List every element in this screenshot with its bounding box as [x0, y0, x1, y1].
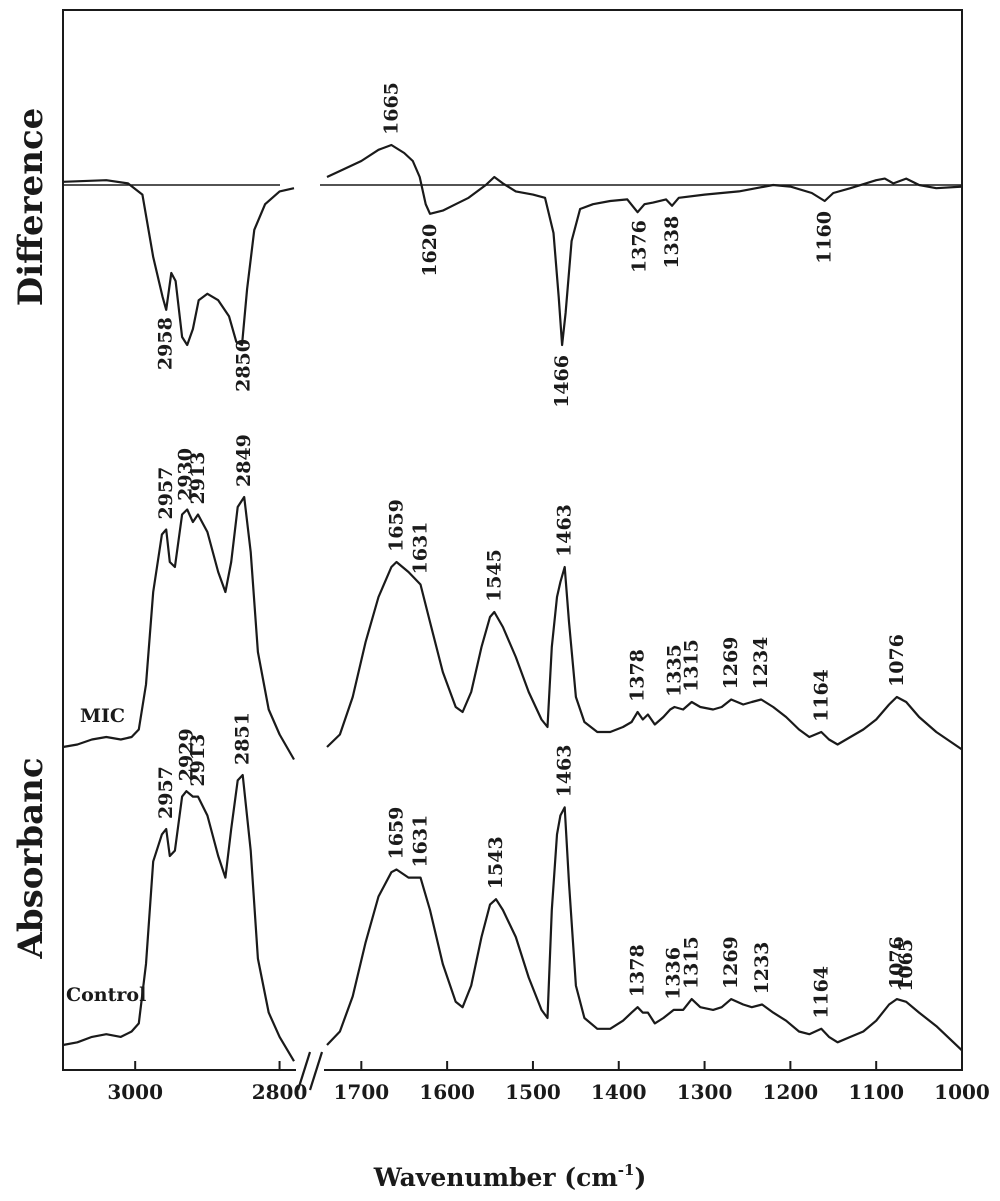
control-peak-label-16: 1065 — [895, 939, 917, 992]
x-tick-label-1500: 1500 — [505, 1080, 561, 1104]
axis-break-mark-2 — [308, 1051, 324, 1091]
x-tick-label-3000: 3000 — [107, 1080, 163, 1104]
mic-peak-label-13: 1234 — [750, 637, 772, 690]
difference-line-1 — [62, 179, 295, 347]
x-tick-label-1000: 1000 — [934, 1080, 990, 1104]
ylabel-difference: Difference — [11, 108, 51, 307]
control-peak-label-1: 2957 — [155, 766, 177, 819]
xlabel-superscript: -1 — [618, 1161, 635, 1179]
plot-frame — [62, 9, 963, 1071]
difference-line-2 — [326, 143, 963, 347]
control-peak-label-7: 1543 — [485, 836, 507, 889]
difference-peak-label-8: 1160 — [814, 211, 836, 264]
mic-peak-label-5: 1659 — [386, 499, 408, 552]
x-tick-label-1400: 1400 — [591, 1080, 647, 1104]
control-peak-label-15: 1076 — [886, 936, 908, 989]
x-tick-label-2800: 2800 — [252, 1080, 308, 1104]
mic-peak-label-10: 1335 — [664, 644, 686, 697]
y-axis-titles: Difference Absorbanc — [11, 108, 51, 960]
mic-peak-label-12: 1269 — [720, 637, 742, 690]
control-peak-label-4: 2851 — [232, 712, 254, 765]
control-peak-label-12: 1269 — [720, 936, 742, 989]
x-tick-label-1700: 1700 — [333, 1080, 389, 1104]
mic-peak-label-8: 1463 — [554, 504, 576, 557]
difference-peak-label-6: 1376 — [628, 220, 650, 273]
x-tick-label-1600: 1600 — [419, 1080, 475, 1104]
difference-peak-label-4: 1620 — [419, 224, 441, 277]
control-line-2 — [326, 806, 963, 1052]
mic-line-2 — [326, 560, 963, 751]
control-peak-label-5: 1659 — [386, 807, 408, 860]
control-peak-label-14: 1164 — [810, 966, 832, 1019]
mic-line-1 — [62, 495, 295, 761]
mic-peak-label-2: 2930 — [175, 448, 197, 501]
mic-peak-label-7: 1545 — [483, 549, 505, 602]
control-peak-label-11: 1315 — [681, 936, 703, 989]
control-peak-label-8: 1463 — [554, 745, 576, 798]
control-peak-label-9: 1378 — [627, 944, 649, 997]
mic-peak-label-11: 1315 — [681, 639, 703, 692]
axis-break-mark-1 — [296, 1051, 312, 1091]
axis-break-layer — [296, 1051, 324, 1091]
series-layer — [62, 143, 963, 1062]
difference-peak-label-3: 1665 — [380, 82, 402, 135]
series-name-mic: MIC — [80, 705, 125, 727]
control-peak-label-10: 1336 — [663, 947, 685, 1000]
difference-peak-label-5: 1466 — [551, 355, 573, 408]
mic-peak-label-4: 2849 — [233, 434, 255, 487]
control-peak-label-2: 2929 — [175, 728, 197, 781]
difference-peak-label-2: 2850 — [233, 339, 255, 392]
mic-peak-label-1: 2957 — [155, 467, 177, 520]
series-name-layer: MIC Control — [66, 705, 146, 1006]
tick-layer: 3000 2800 1700 1600 1500 1400 1300 1200 1100 1000 — [107, 1061, 990, 1104]
x-tick-label-1300: 1300 — [677, 1080, 733, 1104]
control-peak-label-6: 1631 — [410, 815, 432, 868]
mic-peak-label-3: 2913 — [187, 452, 209, 505]
x-tick-label-1100: 1100 — [848, 1080, 904, 1104]
mic-peak-label-6: 1631 — [410, 522, 432, 575]
difference-peak-label-1: 2958 — [155, 317, 177, 370]
difference-peak-label-7: 1338 — [661, 216, 683, 269]
series-name-control: Control — [66, 984, 146, 1006]
mic-peak-label-9: 1378 — [627, 649, 649, 702]
xlabel-base: Wavenumber (cm — [373, 1163, 618, 1192]
control-peak-label-13: 1233 — [751, 942, 773, 995]
mic-peak-label-15: 1076 — [886, 634, 908, 687]
xlabel-close: ) — [634, 1163, 646, 1192]
xlabel: Wavenumber (cm-1) — [373, 1161, 647, 1192]
mic-peak-label-14: 1164 — [810, 669, 832, 722]
control-peak-label-3: 2913 — [187, 734, 209, 787]
x-tick-label-1200: 1200 — [763, 1080, 819, 1104]
control-line-1 — [62, 773, 295, 1062]
ylabel-absorbance: Absorbanc — [11, 757, 51, 959]
